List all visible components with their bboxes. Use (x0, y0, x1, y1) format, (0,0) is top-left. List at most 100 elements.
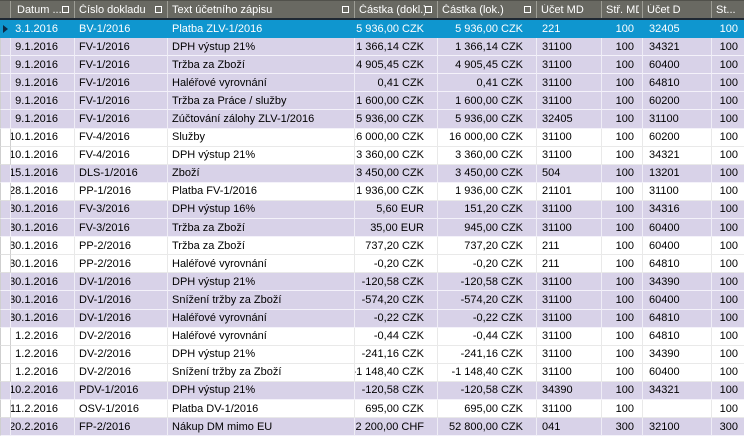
column-filter-box-icon[interactable] (62, 6, 69, 13)
cell-st[interactable]: 100 (712, 309, 744, 328)
table-row[interactable]: 28.1.2016 PP-1/2016 Platba FV-1/2016 1 936,… (0, 182, 744, 201)
cell-st[interactable]: 100 (712, 273, 744, 292)
column-filter-box-icon[interactable] (425, 6, 432, 13)
cell-str_md[interactable]: 100 (602, 182, 643, 201)
table-row[interactable]: 9.1.2016 FV-1/2016 Haléřové vyrovnání 0,41 … (0, 74, 744, 93)
cell-castka_dokl[interactable]: 35,00 EUR (355, 219, 438, 238)
header-str_md[interactable]: Stř. MD (602, 1, 643, 18)
row-selector[interactable] (0, 74, 11, 93)
cell-ucet_md[interactable]: 31100 (537, 92, 602, 111)
cell-castka_dokl[interactable]: 16 000,00 CZK (355, 128, 438, 147)
cell-str_md[interactable]: 100 (602, 237, 643, 256)
cell-castka_lok[interactable]: -120,58 CZK (438, 273, 537, 292)
cell-str_md[interactable]: 100 (602, 309, 643, 328)
cell-ucet_d[interactable]: 60400 (643, 56, 712, 75)
cell-datum[interactable]: 3.1.2016 (11, 20, 75, 39)
cell-castka_lok[interactable]: 1 936,00 CZK (438, 182, 537, 201)
cell-datum[interactable]: 11.2.2016 (11, 399, 75, 419)
cell-ucet_d[interactable]: 60400 (643, 291, 712, 310)
cell-cislo[interactable]: FV-3/2016 (75, 200, 168, 220)
cell-ucet_d[interactable]: 34390 (643, 273, 712, 292)
cell-str_md[interactable]: 100 (602, 164, 643, 183)
cell-ucet_d[interactable]: 31100 (643, 110, 712, 129)
header-castka_dokl[interactable]: Částka (dokl.) (355, 1, 438, 18)
row-selector[interactable] (0, 20, 11, 39)
cell-st[interactable]: 100 (712, 182, 744, 201)
cell-castka_lok[interactable]: 0,41 CZK (438, 74, 537, 93)
table-row[interactable]: 1.2.2016 DV-2/2016 Haléřové vyrovnání -0,44… (0, 327, 744, 346)
cell-text[interactable]: DPH výstup 21% (168, 146, 355, 165)
cell-str_md[interactable]: 100 (602, 399, 643, 419)
cell-datum[interactable]: 30.1.2016 (11, 291, 75, 310)
cell-datum[interactable]: 9.1.2016 (11, 110, 75, 129)
table-row[interactable]: 30.1.2016 PP-2/2016 Tržba za Zboží 737,20 C… (0, 237, 744, 256)
cell-cislo[interactable]: FP-2/2016 (75, 418, 168, 436)
cell-text[interactable]: Tržba za Zboží (168, 56, 355, 75)
cell-text[interactable]: Tržba za Zboží (168, 219, 355, 238)
cell-castka_lok[interactable]: -0,22 CZK (438, 309, 537, 328)
cell-str_md[interactable]: 100 (602, 56, 643, 75)
cell-ucet_md[interactable]: 31100 (537, 309, 602, 328)
cell-str_md[interactable]: 100 (602, 74, 643, 93)
cell-castka_dokl[interactable]: 695,00 CZK (355, 399, 438, 419)
cell-cislo[interactable]: FV-4/2016 (75, 146, 168, 165)
cell-castka_dokl[interactable]: -0,44 CZK (355, 327, 438, 346)
cell-st[interactable]: 100 (712, 38, 744, 57)
cell-st[interactable]: 100 (712, 128, 744, 147)
cell-datum[interactable]: 20.2.2016 (11, 418, 75, 436)
cell-ucet_md[interactable]: 31100 (537, 399, 602, 419)
cell-castka_lok[interactable]: 3 360,00 CZK (438, 146, 537, 165)
cell-castka_lok[interactable]: -0,20 CZK (438, 255, 537, 274)
cell-ucet_d[interactable]: 34321 (643, 381, 712, 400)
cell-cislo[interactable]: BV-1/2016 (75, 20, 168, 39)
table-row[interactable]: 3.1.2016 BV-1/2016 Platba ZLV-1/2016 5 936,… (0, 20, 744, 39)
cell-datum[interactable]: 30.1.2016 (11, 309, 75, 328)
cell-castka_dokl[interactable]: 2 200,00 CHF (355, 418, 438, 436)
cell-ucet_md[interactable]: 31100 (537, 56, 602, 75)
cell-cislo[interactable]: PDV-1/2016 (75, 381, 168, 400)
cell-ucet_md[interactable]: 32405 (537, 110, 602, 129)
table-row[interactable]: 30.1.2016 DV-1/2016 Haléřové vyrovnání -0,2… (0, 309, 744, 328)
cell-text[interactable]: Snížení tržby za Zboží (168, 363, 355, 382)
cell-castka_lok[interactable]: -1 148,40 CZK (438, 363, 537, 382)
cell-castka_dokl[interactable]: 737,20 CZK (355, 237, 438, 256)
row-selector[interactable] (0, 327, 11, 346)
cell-castka_dokl[interactable]: 1 936,00 CZK (355, 182, 438, 201)
cell-datum[interactable]: 28.1.2016 (11, 182, 75, 201)
header-castka_lok[interactable]: Částka (lok.) (438, 1, 537, 18)
cell-castka_dokl[interactable]: -574,20 CZK (355, 291, 438, 310)
row-selector[interactable] (0, 237, 11, 256)
cell-ucet_d[interactable]: 60200 (643, 128, 712, 147)
cell-castka_dokl[interactable]: -241,16 CZK (355, 345, 438, 364)
cell-cislo[interactable]: DV-1/2016 (75, 309, 168, 328)
cell-text[interactable]: DPH výstup 21% (168, 38, 355, 57)
cell-ucet_d[interactable]: 32405 (643, 20, 712, 39)
cell-text[interactable]: Platba DV-1/2016 (168, 399, 355, 419)
cell-castka_lok[interactable]: 3 450,00 CZK (438, 164, 537, 183)
table-row[interactable]: 10.2.2016 PDV-1/2016 DPH výstup 21% -120,58… (0, 381, 744, 400)
cell-st[interactable]: 100 (712, 146, 744, 165)
cell-ucet_md[interactable]: 31100 (537, 273, 602, 292)
table-row[interactable]: 1.2.2016 DV-2/2016 Snížení tržby za Zboží -… (0, 363, 744, 382)
cell-st[interactable]: 100 (712, 219, 744, 238)
cell-castka_lok[interactable]: -0,44 CZK (438, 327, 537, 346)
cell-datum[interactable]: 1.2.2016 (11, 363, 75, 382)
cell-str_md[interactable]: 100 (602, 273, 643, 292)
cell-cislo[interactable]: FV-1/2016 (75, 74, 168, 93)
cell-text[interactable]: DPH výstup 21% (168, 273, 355, 292)
cell-datum[interactable]: 15.1.2016 (11, 164, 75, 183)
row-selector[interactable] (0, 56, 11, 75)
cell-cislo[interactable]: OSV-1/2016 (75, 399, 168, 419)
cell-datum[interactable]: 10.2.2016 (11, 381, 75, 400)
cell-st[interactable]: 100 (712, 291, 744, 310)
cell-castka_lok[interactable]: -120,58 CZK (438, 381, 537, 400)
cell-str_md[interactable]: 100 (602, 110, 643, 129)
cell-ucet_d[interactable]: 32100 (643, 418, 712, 436)
cell-datum[interactable]: 9.1.2016 (11, 92, 75, 111)
cell-datum[interactable]: 1.2.2016 (11, 327, 75, 346)
cell-datum[interactable]: 1.2.2016 (11, 345, 75, 364)
column-filter-box-icon[interactable] (155, 6, 162, 13)
cell-cislo[interactable]: DLS-1/2016 (75, 164, 168, 183)
cell-datum[interactable]: 10.1.2016 (11, 146, 75, 165)
cell-ucet_d[interactable]: 60400 (643, 237, 712, 256)
